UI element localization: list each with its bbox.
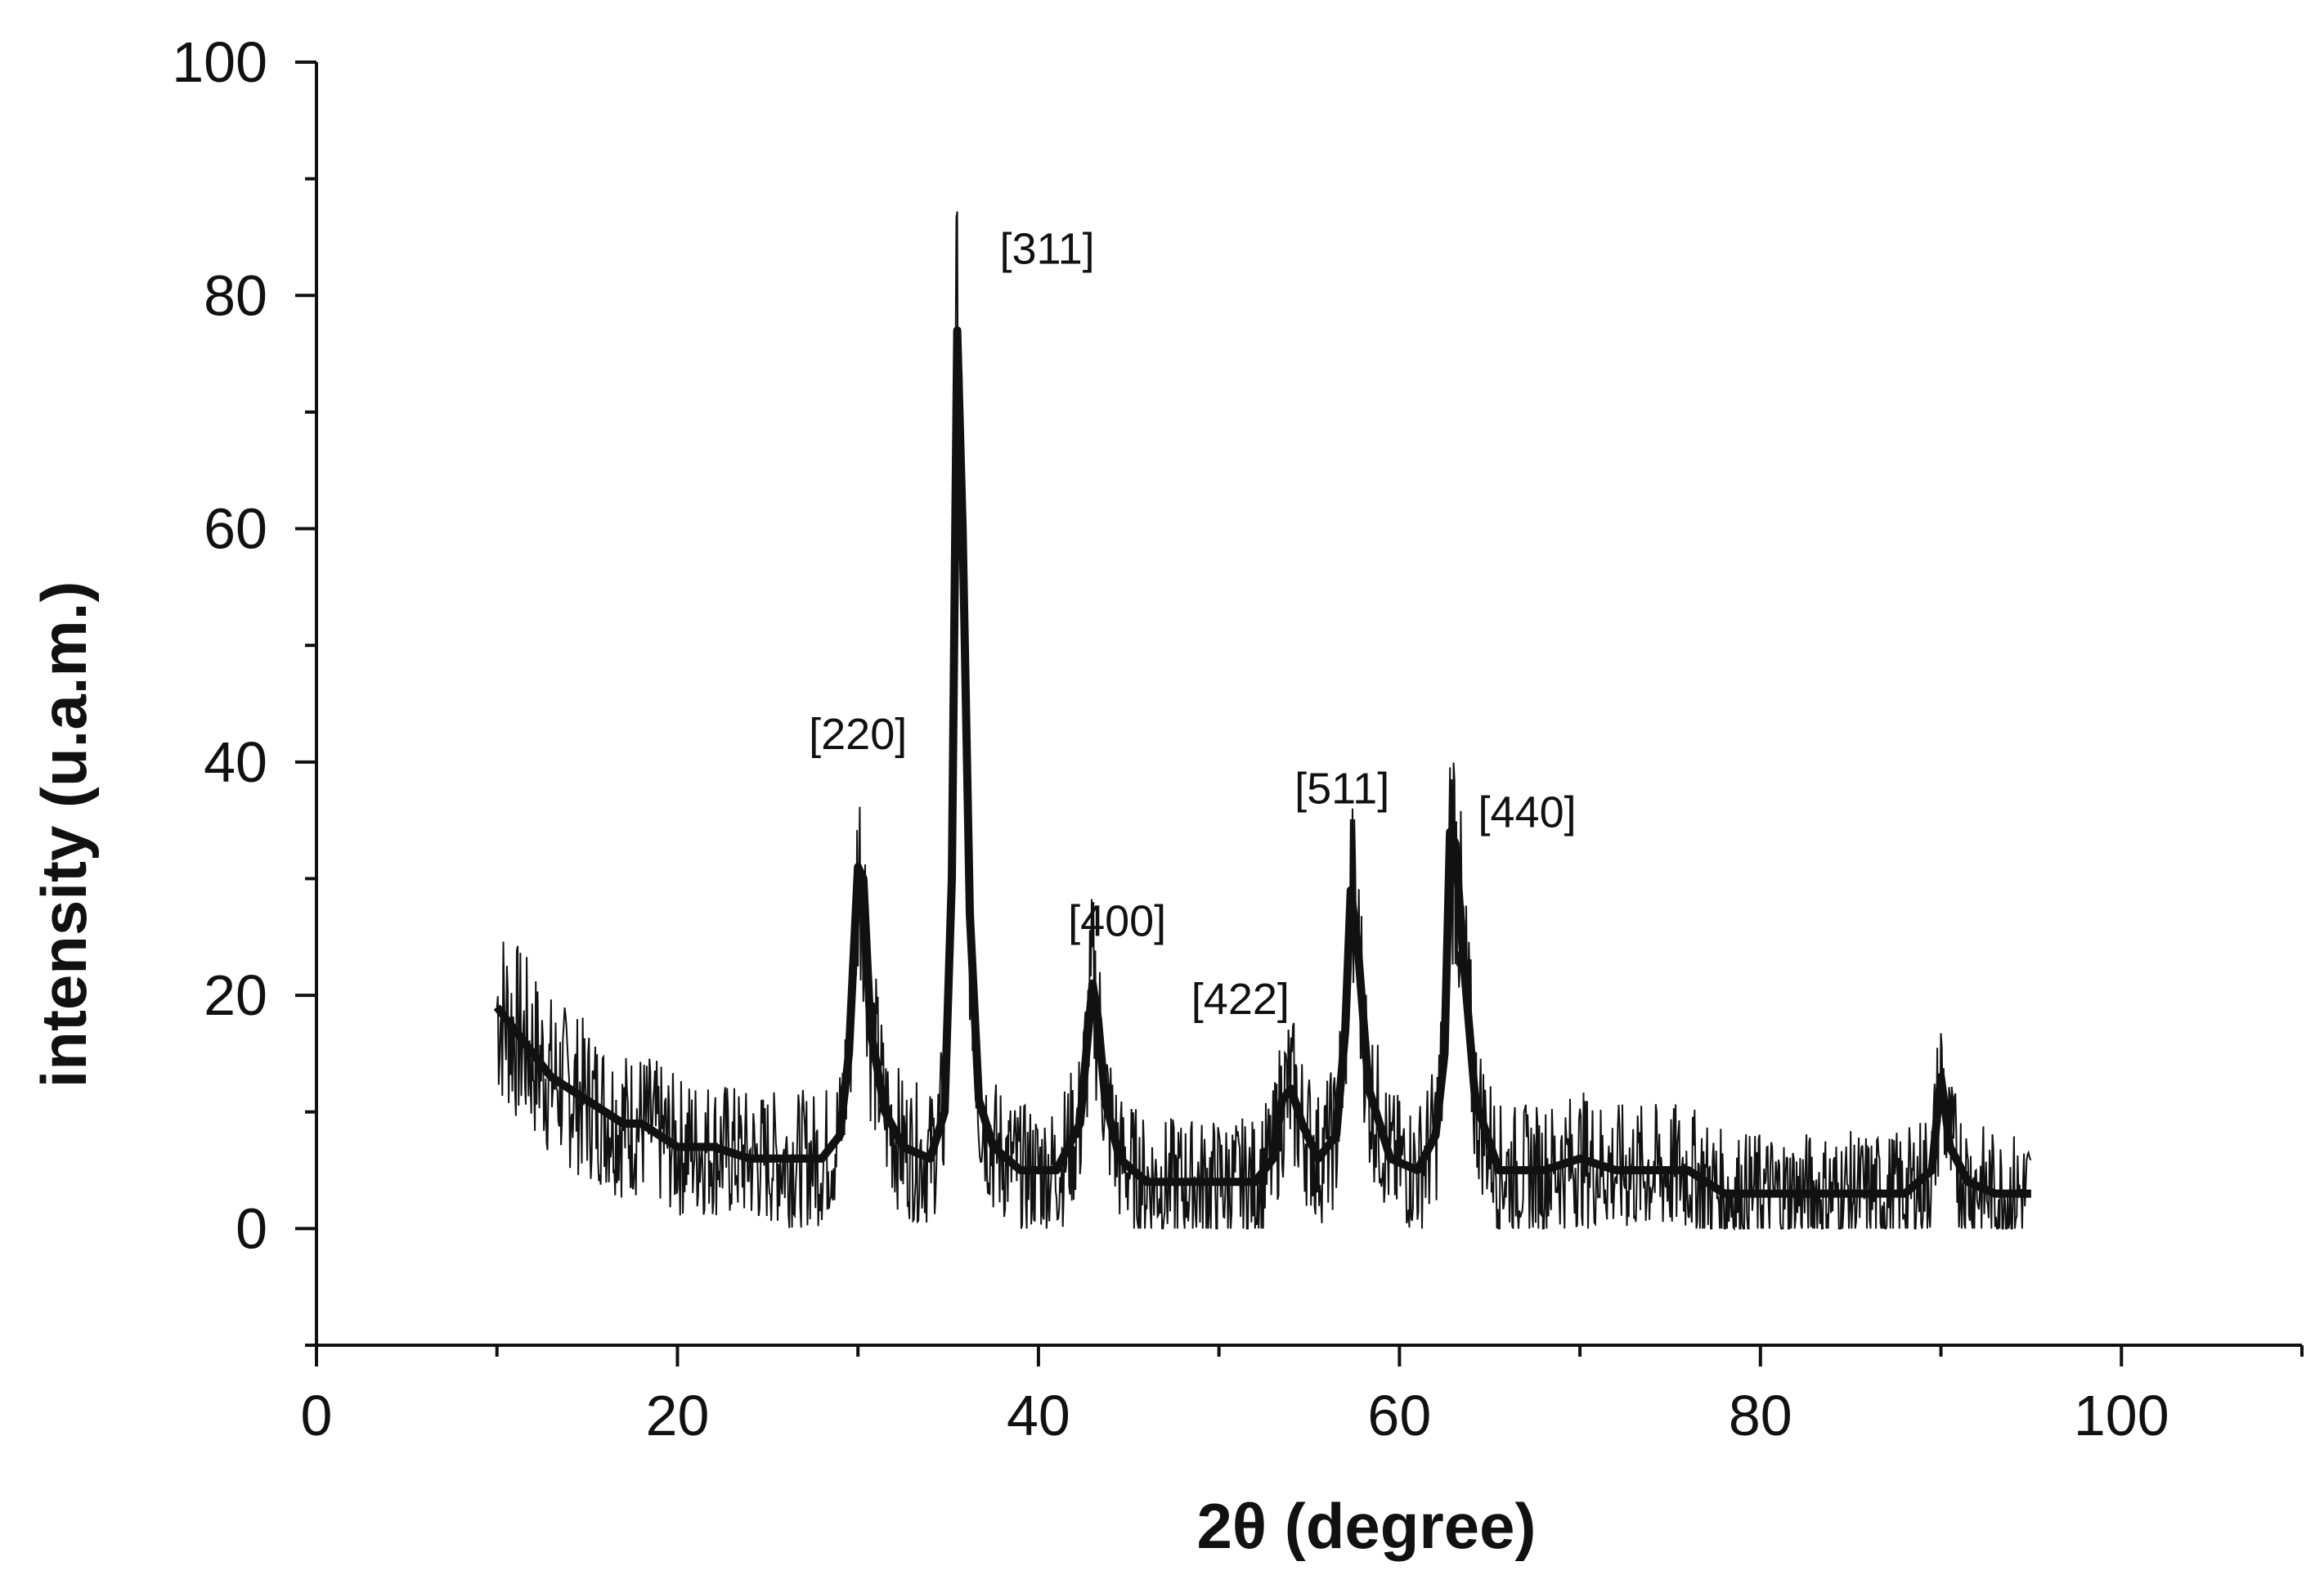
peak-label: [422] — [1191, 975, 1290, 1024]
y-axis-title: intensity (u.a.m.) — [28, 581, 100, 1088]
x-tick-label: 20 — [646, 1384, 710, 1447]
peak-label: [511] — [1294, 764, 1389, 813]
tick-labels: 0 20 40 60 80 100 0 20 40 60 80 100 — [172, 30, 2169, 1447]
x-tick-label: 40 — [1007, 1384, 1070, 1447]
peak-label: [440] — [1478, 788, 1577, 837]
x-tick-label: 80 — [1729, 1384, 1792, 1447]
y-tick-label: 0 — [236, 1196, 267, 1260]
peak-annotations: [220] [311] [400] [422] [511] [440] — [809, 225, 1577, 1024]
ticks — [295, 61, 2304, 1366]
peak-label: [311] — [1000, 225, 1095, 274]
series — [493, 211, 2032, 1232]
y-tick-label: 40 — [204, 730, 267, 794]
y-tick-label: 100 — [172, 30, 267, 94]
series-line — [493, 326, 2031, 1198]
x-tick-label: 100 — [2074, 1384, 2169, 1447]
y-tick-label: 60 — [204, 497, 267, 561]
y-tick-label: 20 — [204, 963, 267, 1027]
y-tick-label: 80 — [204, 263, 267, 327]
axes — [315, 62, 2302, 1347]
x-tick-label: 0 — [301, 1384, 333, 1447]
series-noise — [496, 211, 2032, 1232]
x-tick-label: 60 — [1367, 1384, 1431, 1447]
peak-label: [220] — [809, 710, 907, 759]
peak-label: [400] — [1068, 896, 1166, 945]
x-axis-title: 2θ (degree) — [1197, 1490, 1537, 1562]
